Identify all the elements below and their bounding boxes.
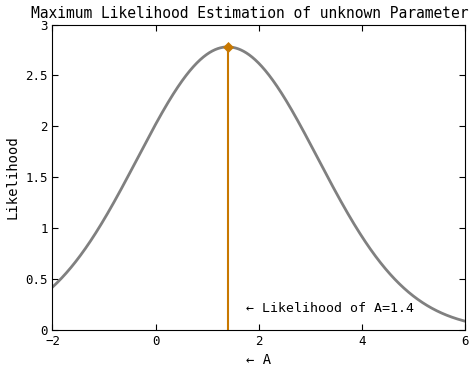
Title: Maximum Likelihood Estimation of unknown Parameter A: Maximum Likelihood Estimation of unknown… <box>31 6 474 21</box>
Text: ← Likelihood of A=1.4: ← Likelihood of A=1.4 <box>246 302 414 315</box>
X-axis label: ← A: ← A <box>246 354 271 367</box>
Y-axis label: Likelihood: Likelihood <box>6 135 19 219</box>
